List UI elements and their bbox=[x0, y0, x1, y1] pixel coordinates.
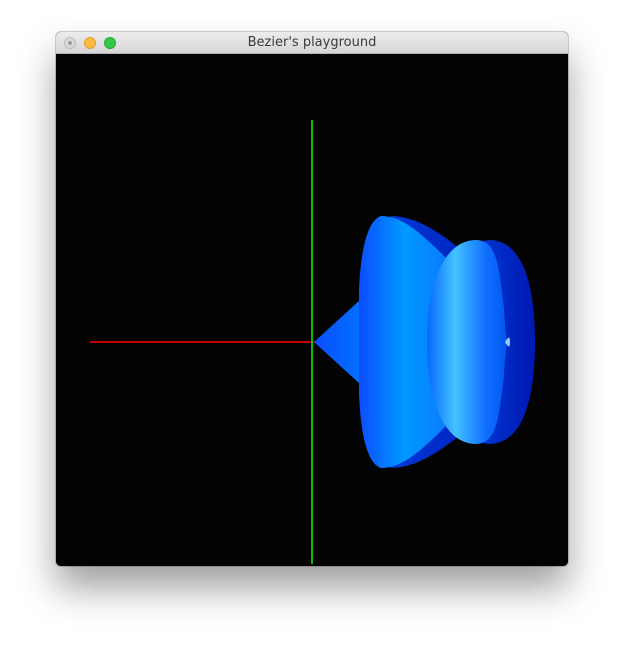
close-button[interactable] bbox=[64, 37, 76, 49]
scene-svg bbox=[90, 120, 535, 564]
window-title: Bezier's playground bbox=[247, 35, 377, 50]
app-window: Bezier's playground bbox=[56, 32, 568, 566]
title-bar[interactable]: Bezier's playground bbox=[56, 32, 568, 54]
surface-front-cone bbox=[314, 290, 371, 394]
render-viewport[interactable] bbox=[56, 54, 568, 566]
surface-rear-bulb bbox=[427, 240, 507, 444]
minimize-button[interactable] bbox=[84, 37, 96, 49]
surface-tip-highlight bbox=[505, 337, 510, 347]
bezier-surface bbox=[314, 216, 535, 468]
zoom-button[interactable] bbox=[104, 37, 116, 49]
